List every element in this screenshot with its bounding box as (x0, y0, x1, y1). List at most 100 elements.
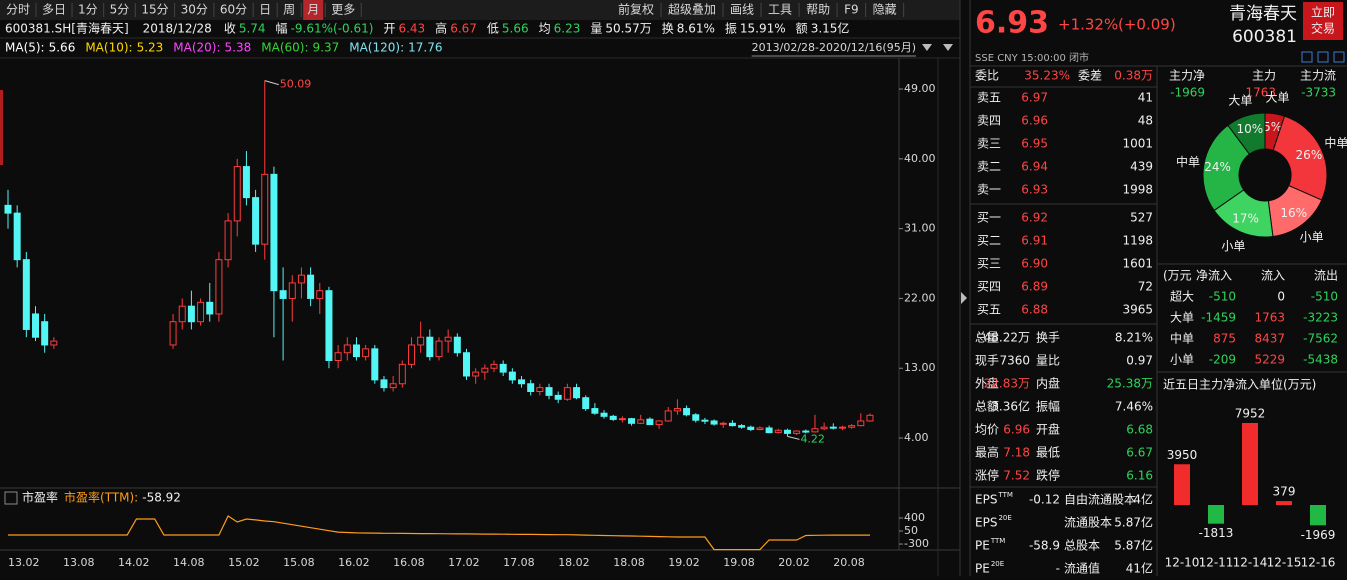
candle-body (747, 426, 755, 431)
tool-button[interactable]: 帮助 (806, 3, 830, 17)
candle-body (664, 410, 672, 422)
candle-body (719, 422, 727, 425)
min-label: 4.22 (800, 432, 825, 445)
stat-value: 7360 (999, 354, 1030, 368)
x-tick-label: 17.02 (448, 556, 480, 569)
candle-body (242, 166, 250, 199)
candle-body (582, 397, 590, 410)
period-tab[interactable]: 周 (283, 3, 295, 17)
x-tick-label: 15.08 (283, 556, 315, 569)
button-label[interactable]: 立即 (1311, 5, 1335, 20)
change: (+0.09) (1118, 16, 1176, 34)
candle-body (417, 336, 425, 346)
tool-button[interactable]: 前复权 (618, 2, 654, 17)
candle-body (435, 340, 443, 358)
book-price: 6.93 (1021, 183, 1048, 197)
flow-header: 主力流 (1300, 69, 1336, 83)
period-tab[interactable]: 30分 (181, 3, 208, 17)
stock-code: 600381 (1232, 27, 1297, 47)
bar (1242, 423, 1258, 505)
candle-body (600, 412, 608, 417)
candle-body (618, 418, 626, 421)
period-tab[interactable]: 15分 (141, 3, 168, 17)
candle-body (628, 418, 636, 424)
x-tick-label: 15.02 (228, 556, 260, 569)
fund-label: PE (975, 539, 990, 553)
scroll-arrow[interactable] (943, 44, 953, 51)
candle-body (774, 429, 782, 434)
candle-body (371, 348, 379, 381)
period-tab[interactable]: 月 (307, 3, 319, 17)
period-tab[interactable]: 60分 (220, 3, 247, 17)
label: 委差 (1078, 69, 1102, 83)
candle-body (646, 418, 654, 426)
book-volume: 527 (1130, 211, 1153, 225)
candle-body (334, 352, 342, 361)
tool-button[interactable]: 隐藏 (873, 3, 897, 17)
field-label: 均 (539, 22, 551, 36)
book-volume: 3965 (1122, 303, 1153, 317)
candle-body (811, 428, 819, 433)
candle-body (829, 426, 837, 429)
table-cell: 875 (1213, 332, 1236, 346)
flow-header: 主力 (1252, 69, 1276, 83)
x-tick-label: 17.08 (503, 556, 535, 569)
candle-body (407, 344, 415, 365)
candle-body (233, 166, 241, 222)
book-volume: 72 (1138, 280, 1153, 294)
stat-value: 6.68 (1126, 423, 1153, 437)
candle-body (563, 387, 571, 400)
book-volume: 1001 (1122, 137, 1153, 151)
tool-button[interactable]: 画线 (730, 3, 754, 17)
y-tick-label: 31.00 (904, 222, 936, 235)
stat-value: 48.22万 (984, 331, 1030, 345)
candle-body (197, 301, 205, 323)
icon[interactable] (1333, 51, 1345, 63)
status: SSE CNY 15:00:00 闭市 (975, 51, 1089, 64)
tool-button[interactable]: F9 (844, 3, 859, 17)
trade-button[interactable] (1303, 2, 1343, 40)
book-label: 卖四 (977, 114, 1001, 128)
candle-body (169, 321, 177, 346)
tool-button[interactable]: 超级叠加 (668, 2, 716, 17)
candle-body (527, 383, 535, 393)
period-tab[interactable]: 1分 (78, 3, 98, 17)
ma-value: 9.37 (313, 41, 340, 55)
stat-label: 开盘 (1036, 422, 1060, 437)
candle-body (728, 422, 736, 427)
period-tab[interactable]: 多日 (42, 3, 66, 17)
candle-body (857, 420, 865, 427)
book-label: 买二 (977, 234, 1001, 248)
stat-label: 跌停 (1036, 468, 1060, 483)
field-value: 6.67 (450, 22, 477, 36)
pane-icon[interactable] (4, 491, 18, 505)
period-tab[interactable]: 日 (259, 3, 271, 17)
field-value: 5.74 (239, 22, 266, 36)
stat-label: 最高 (975, 445, 999, 460)
collapse-arrow[interactable] (961, 292, 967, 304)
range-dropdown[interactable] (922, 44, 932, 51)
icon[interactable] (1301, 51, 1313, 63)
y-tick-label: 22.00 (904, 291, 936, 304)
period-tab[interactable]: 分时 (6, 3, 30, 17)
candle-body (352, 344, 360, 358)
tool-button[interactable]: 工具 (768, 3, 792, 17)
ma-label: MA(5): (5, 41, 45, 55)
candle-body (655, 420, 663, 426)
x-tick-label: 12-14 (1233, 556, 1268, 570)
button-label[interactable]: 交易 (1311, 21, 1335, 36)
stat-value: 8.21% (1115, 331, 1153, 345)
period-tab[interactable]: 更多 (331, 3, 355, 17)
field-label: 高 (435, 21, 447, 36)
candle-body (701, 419, 709, 422)
field-label: 振 (725, 22, 737, 36)
candle-body (866, 414, 874, 422)
period-tab[interactable]: 5分 (110, 3, 130, 17)
stat-label: 最低 (1036, 446, 1060, 460)
date-range[interactable]: 2013/02/28-2020/12/16(95月) (752, 41, 916, 54)
book-label: 买一 (977, 211, 1001, 225)
stat-value: 22.83万 (984, 377, 1030, 391)
bar (1276, 501, 1292, 505)
icon[interactable] (1317, 51, 1329, 63)
candle-body (444, 336, 452, 342)
